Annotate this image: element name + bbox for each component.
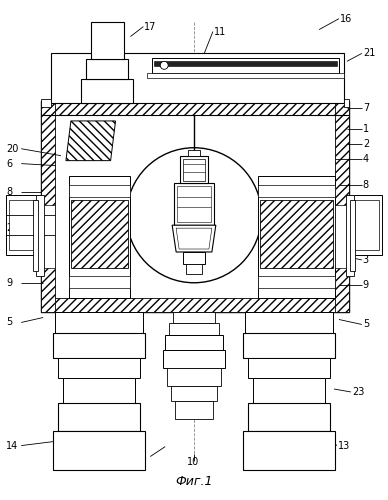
Text: 14: 14 [6, 440, 19, 450]
Polygon shape [172, 225, 216, 252]
Bar [152, 58, 339, 74]
Bar [344, 99, 349, 107]
Text: 6: 6 [6, 158, 12, 168]
Bar [41, 101, 349, 312]
Bar [185, 312, 203, 320]
Bar [347, 196, 382, 255]
Text: 15: 15 [131, 452, 143, 462]
Text: 11: 11 [214, 26, 226, 36]
Text: 9: 9 [363, 280, 369, 289]
Text: 17: 17 [144, 22, 157, 32]
Bar [173, 312, 215, 324]
Polygon shape [41, 101, 55, 312]
Bar [147, 74, 344, 78]
Text: 7: 7 [363, 103, 369, 113]
Text: 5: 5 [363, 320, 369, 330]
Bar [169, 324, 219, 336]
Bar [258, 176, 335, 298]
Bar [69, 186, 130, 198]
Bar [350, 200, 379, 250]
Bar [53, 334, 146, 358]
Bar [36, 196, 44, 276]
Bar [69, 176, 130, 298]
Bar [165, 336, 223, 350]
Bar [258, 186, 335, 198]
Bar [58, 403, 140, 430]
Bar [154, 62, 337, 66]
Bar [6, 196, 41, 255]
Bar [350, 200, 355, 271]
Bar [258, 276, 335, 287]
Polygon shape [41, 298, 349, 312]
Polygon shape [41, 101, 349, 115]
Bar [248, 403, 330, 430]
Bar [175, 401, 213, 419]
Text: 21: 21 [363, 48, 375, 58]
Bar [81, 79, 133, 103]
Circle shape [126, 148, 262, 283]
Text: 23: 23 [352, 387, 364, 397]
Bar [242, 334, 335, 358]
Text: 8: 8 [363, 180, 369, 190]
Text: 5: 5 [6, 318, 12, 328]
Text: 8: 8 [6, 188, 12, 198]
Bar [69, 276, 130, 287]
Bar [71, 200, 128, 268]
Bar [177, 186, 211, 222]
Bar [167, 368, 221, 386]
Text: 25: 25 [363, 220, 375, 230]
Bar [335, 206, 349, 268]
Text: 1: 1 [363, 124, 369, 134]
Bar [183, 320, 205, 328]
Bar [53, 430, 146, 470]
Text: 13: 13 [338, 440, 350, 450]
Text: Фиг.1: Фиг.1 [175, 475, 213, 488]
Bar [346, 196, 354, 276]
Polygon shape [66, 121, 116, 160]
Bar [58, 358, 140, 378]
Bar [188, 150, 200, 156]
Bar [248, 358, 330, 378]
Text: 2: 2 [363, 139, 369, 149]
Bar [41, 206, 55, 268]
Bar [9, 200, 38, 250]
Text: 16: 16 [340, 14, 352, 24]
Bar [33, 200, 38, 271]
Bar [180, 156, 208, 184]
Text: 25: 25 [6, 223, 19, 233]
Bar [51, 54, 344, 103]
Bar [86, 60, 128, 79]
Text: 10: 10 [187, 458, 199, 468]
Circle shape [160, 62, 168, 70]
Bar [183, 158, 205, 180]
Polygon shape [176, 228, 212, 249]
Bar [91, 22, 123, 60]
Bar [245, 312, 333, 334]
Bar [55, 312, 143, 334]
Bar [183, 252, 205, 264]
Bar [253, 378, 325, 403]
Text: 4: 4 [363, 154, 369, 164]
Bar [174, 184, 214, 225]
Bar [186, 264, 202, 274]
Bar [260, 200, 333, 268]
Text: 3: 3 [363, 255, 369, 265]
Text: 9: 9 [6, 278, 12, 288]
Bar [163, 350, 225, 368]
Polygon shape [335, 101, 349, 312]
Bar [63, 378, 135, 403]
Text: 20: 20 [6, 144, 19, 154]
Bar [41, 99, 51, 107]
Bar [242, 430, 335, 470]
Bar [171, 386, 217, 401]
